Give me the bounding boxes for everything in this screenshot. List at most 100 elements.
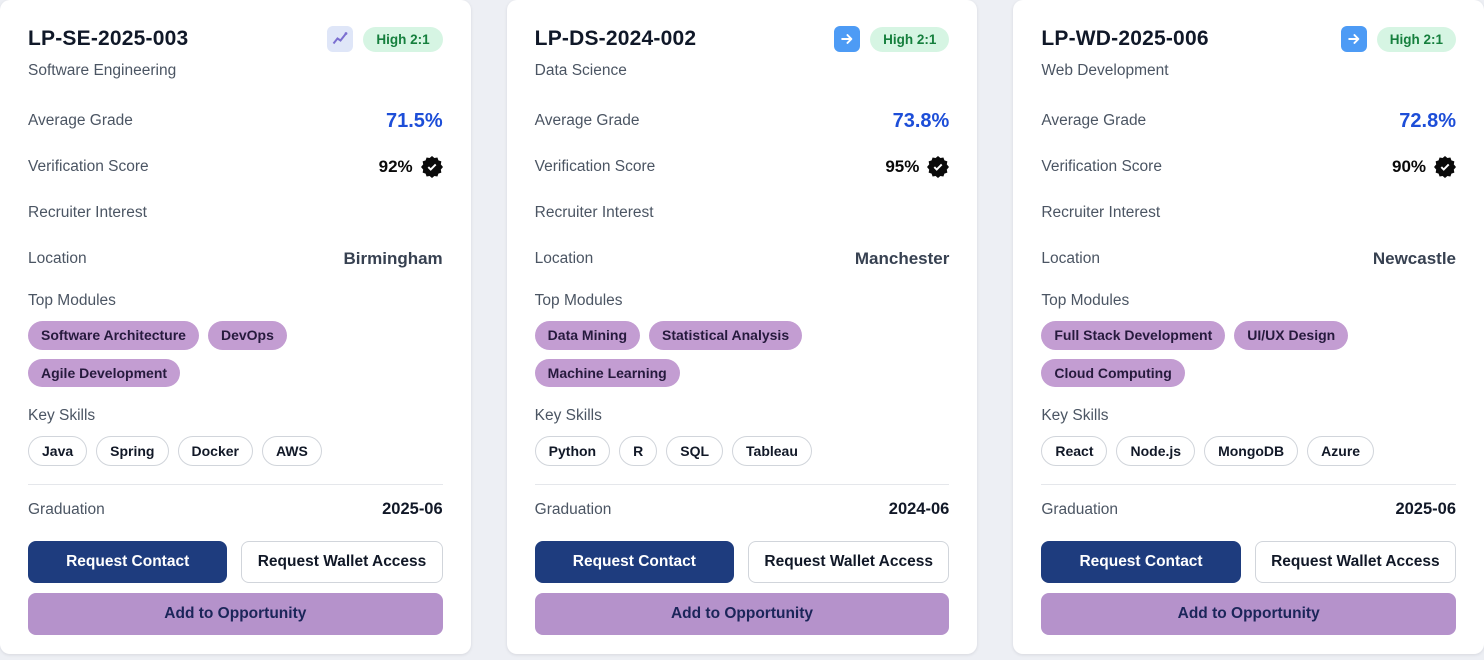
candidate-card: LP-DS-2024-002 High 2:1 Data Science Ave… <box>506 0 978 654</box>
chart-icon-glyph <box>333 32 348 45</box>
skill-pill: Docker <box>177 435 253 466</box>
verified-seal-icon <box>420 156 443 179</box>
module-pill: Statistical Analysis <box>649 321 803 350</box>
skills-pill-row: Python R SQL Tableau <box>534 435 950 466</box>
modules-pill-row: Data Mining Statistical Analysis Machine… <box>534 321 950 387</box>
skill-pill: Tableau <box>732 435 812 466</box>
classification-badge: High 2:1 <box>870 26 950 52</box>
arrow-icon-glyph <box>841 34 853 44</box>
arrow-icon[interactable] <box>834 26 861 52</box>
divider <box>534 483 950 485</box>
module-pill: Cloud Computing <box>1041 358 1185 387</box>
card-header: LP-SE-2025-003 High 2:1 <box>28 26 443 52</box>
request-wallet-access-button[interactable]: Request Wallet Access <box>1254 540 1457 583</box>
verification-percent: 90% <box>1391 157 1427 177</box>
graduation-value: 2025-06 <box>1395 500 1457 519</box>
key-skills-section: Key Skills React Node.js MongoDB Azure <box>1041 407 1456 466</box>
chart-icon[interactable] <box>327 26 354 52</box>
average-grade-value: 73.8% <box>892 109 950 132</box>
top-modules-section: Top Modules Software Architecture DevOps… <box>28 292 443 387</box>
recruiter-interest-row: Recruiter Interest <box>28 200 443 226</box>
average-grade-label: Average Grade <box>28 112 133 130</box>
average-grade-row: Average Grade 73.8% <box>535 108 950 134</box>
location-row: Location Manchester <box>535 246 950 272</box>
location-label: Location <box>28 250 87 268</box>
average-grade-value: 71.5% <box>385 109 443 132</box>
skills-pill-row: Java Spring Docker AWS <box>28 435 443 466</box>
contact-actions: Request Contact Request Wallet Access <box>28 540 443 583</box>
graduation-label: Graduation <box>28 500 105 518</box>
verification-score-value: 95% <box>885 156 950 179</box>
verified-seal-icon <box>927 156 950 179</box>
skill-pill: Java <box>28 435 88 466</box>
top-modules-label: Top Modules <box>28 292 116 310</box>
request-wallet-access-button[interactable]: Request Wallet Access <box>748 540 950 583</box>
add-to-opportunity-button[interactable]: Add to Opportunity <box>534 592 950 635</box>
skill-pill: Python <box>534 435 611 466</box>
classification-badge: High 2:1 <box>1376 26 1457 52</box>
recruiter-interest-row: Recruiter Interest <box>1041 200 1456 226</box>
average-grade-row: Average Grade 71.5% <box>28 108 443 134</box>
graduation-value: 2024-06 <box>888 500 950 519</box>
location-value: Newcastle <box>1372 249 1457 269</box>
graduation-row: Graduation 2025-06 <box>28 497 443 523</box>
verification-score-label: Verification Score <box>534 158 656 176</box>
location-label: Location <box>534 250 594 268</box>
candidate-id: LP-SE-2025-003 <box>28 27 189 50</box>
key-skills-section: Key Skills Python R SQL Tableau <box>534 406 950 466</box>
skill-pill: MongoDB <box>1204 435 1299 466</box>
header-actions: High 2:1 <box>1340 26 1457 52</box>
divider <box>28 483 443 485</box>
candidate-card: LP-WD-2025-006 High 2:1 Web Development … <box>1013 0 1484 654</box>
location-value: Manchester <box>854 249 950 269</box>
request-contact-button[interactable]: Request Contact <box>534 540 735 583</box>
verification-percent: 95% <box>885 157 920 177</box>
classification-badge: High 2:1 <box>363 26 443 52</box>
skill-pill: Azure <box>1307 435 1375 466</box>
module-pill: Software Architecture <box>28 321 199 350</box>
module-pill: Data Mining <box>534 321 641 350</box>
program-name: Web Development <box>1041 62 1169 79</box>
location-label: Location <box>1041 250 1100 268</box>
key-skills-label: Key Skills <box>534 406 602 424</box>
top-modules-label: Top Modules <box>534 292 623 310</box>
add-to-opportunity-button[interactable]: Add to Opportunity <box>28 592 443 635</box>
location-value: Birmingham <box>343 249 443 269</box>
module-pill: Agile Development <box>28 358 181 387</box>
skills-pill-row: React Node.js MongoDB Azure <box>1041 435 1456 466</box>
header-actions: High 2:1 <box>834 26 950 52</box>
arrow-icon[interactable] <box>1340 26 1367 52</box>
add-to-opportunity-button[interactable]: Add to Opportunity <box>1041 592 1457 635</box>
verification-score-label: Verification Score <box>28 158 149 176</box>
average-grade-value: 72.8% <box>1399 109 1457 132</box>
average-grade-label: Average Grade <box>534 112 640 130</box>
verification-percent: 92% <box>378 157 413 177</box>
divider <box>1041 483 1457 485</box>
recruiter-interest-label: Recruiter Interest <box>534 204 654 222</box>
average-grade-row: Average Grade 72.8% <box>1041 108 1456 134</box>
skill-pill: Node.js <box>1116 435 1196 466</box>
skill-pill: SQL <box>666 435 724 466</box>
program-name: Data Science <box>534 62 627 79</box>
top-modules-section: Top Modules Data Mining Statistical Anal… <box>534 292 950 387</box>
module-pill: Full Stack Development <box>1041 321 1226 350</box>
module-pill: UI/UX Design <box>1234 321 1349 350</box>
verification-score-value: 92% <box>378 156 443 179</box>
average-grade-label: Average Grade <box>1041 112 1147 130</box>
location-row: Location Birmingham <box>28 246 443 272</box>
key-skills-label: Key Skills <box>1041 406 1109 424</box>
header-actions: High 2:1 <box>327 26 443 52</box>
request-contact-button[interactable]: Request Contact <box>1041 540 1241 583</box>
request-contact-button[interactable]: Request Contact <box>28 540 228 583</box>
recruiter-interest-label: Recruiter Interest <box>1041 204 1161 222</box>
verification-score-row: Verification Score 95% <box>535 154 950 180</box>
top-modules-label: Top Modules <box>1041 292 1130 310</box>
recruiter-interest-label: Recruiter Interest <box>28 204 147 222</box>
key-skills-label: Key Skills <box>28 406 96 424</box>
contact-actions: Request Contact Request Wallet Access <box>1041 540 1457 583</box>
graduation-row: Graduation 2025-06 <box>1041 497 1456 523</box>
verification-score-value: 90% <box>1391 156 1457 179</box>
request-wallet-access-button[interactable]: Request Wallet Access <box>241 540 443 583</box>
graduation-row: Graduation 2024-06 <box>535 497 950 523</box>
verification-score-row: Verification Score 92% <box>28 154 443 180</box>
